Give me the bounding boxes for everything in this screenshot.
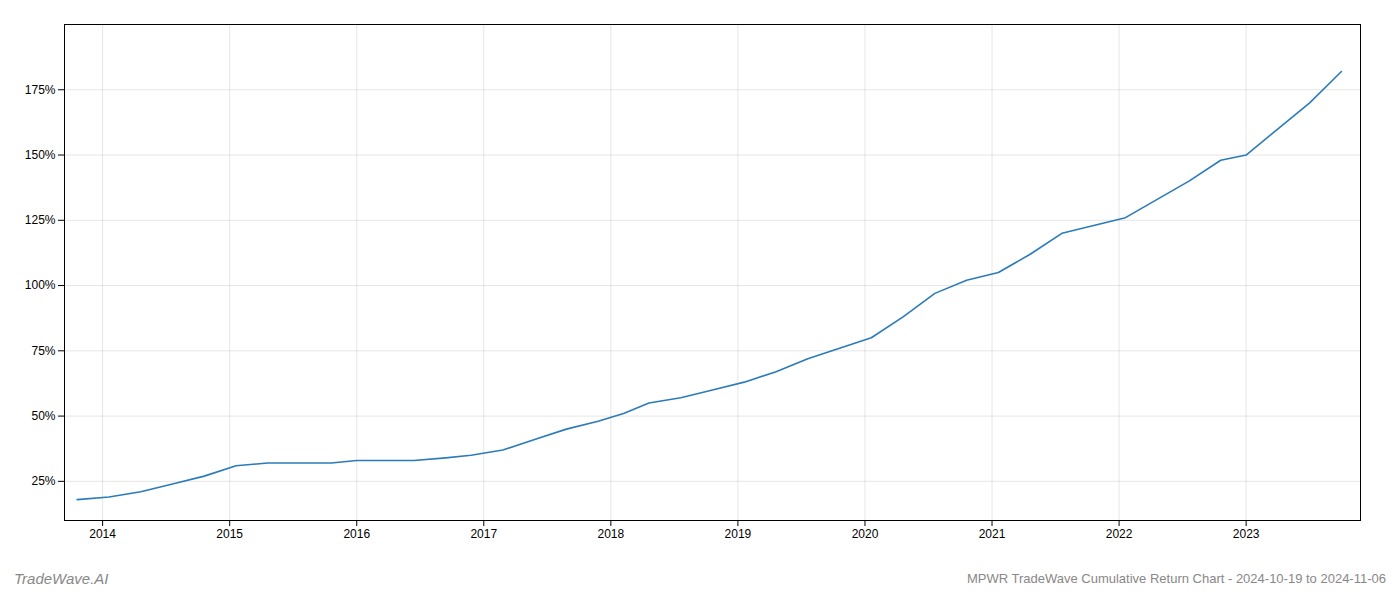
svg-text:2018: 2018 [598,527,625,541]
svg-text:2017: 2017 [470,527,497,541]
svg-text:2014: 2014 [89,527,116,541]
svg-text:25%: 25% [31,474,55,488]
svg-text:2020: 2020 [852,527,879,541]
svg-text:175%: 175% [25,83,56,97]
svg-text:2019: 2019 [725,527,752,541]
svg-text:100%: 100% [25,278,56,292]
svg-text:75%: 75% [31,344,55,358]
svg-text:150%: 150% [25,148,56,162]
svg-text:2021: 2021 [979,527,1006,541]
svg-text:2022: 2022 [1106,527,1133,541]
svg-text:50%: 50% [31,409,55,423]
svg-text:2023: 2023 [1233,527,1260,541]
svg-text:125%: 125% [25,213,56,227]
html-text:MPWR TradeWave Cumulative Retu: MPWR TradeWave Cumulative Return Chart -… [966,570,1386,586]
html-text:TradeWave.AI: TradeWave.AI [14,569,109,587]
svg-text:2016: 2016 [343,527,370,541]
svg-text:2015: 2015 [216,527,243,541]
